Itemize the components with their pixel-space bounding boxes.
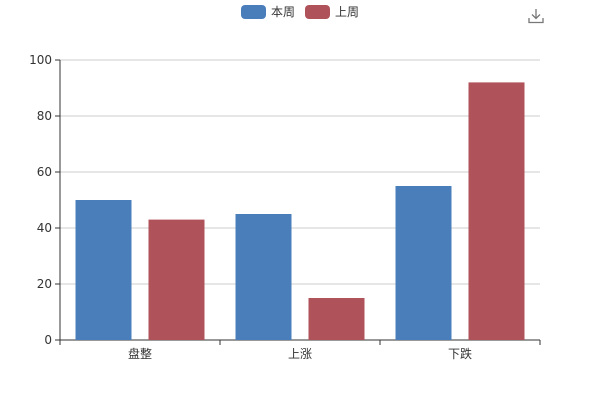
y-tick-label: 60 bbox=[37, 165, 52, 179]
y-tick-label: 100 bbox=[29, 53, 52, 67]
legend-label-last-week: 上周 bbox=[335, 5, 360, 19]
y-tick-label: 40 bbox=[37, 221, 52, 235]
legend-swatch-this-week bbox=[240, 4, 266, 19]
bar-last-week bbox=[148, 219, 205, 340]
bar-last-week bbox=[308, 298, 365, 340]
legend-swatch-last-week bbox=[305, 4, 330, 19]
y-tick-label: 20 bbox=[37, 277, 52, 291]
legend-label-this-week: 本周 bbox=[270, 5, 295, 19]
y-tick-label: 80 bbox=[37, 109, 52, 123]
legend-item-last-week[interactable]: 上周 bbox=[305, 3, 359, 20]
y-tick-label: 0 bbox=[44, 333, 52, 347]
bar-this-week bbox=[235, 214, 292, 340]
download-icon[interactable] bbox=[527, 7, 545, 25]
bar-last-week bbox=[468, 82, 525, 341]
x-tick-label: 上涨 bbox=[288, 346, 312, 361]
x-tick-label: 下跌 bbox=[448, 346, 472, 361]
x-tick-label: 盘整 bbox=[128, 346, 152, 361]
legend-item-this-week[interactable]: 本周 bbox=[240, 3, 295, 20]
bar-this-week bbox=[75, 200, 132, 340]
bar-this-week bbox=[395, 186, 452, 340]
chart-legend: 本周 上周 bbox=[0, 3, 600, 20]
